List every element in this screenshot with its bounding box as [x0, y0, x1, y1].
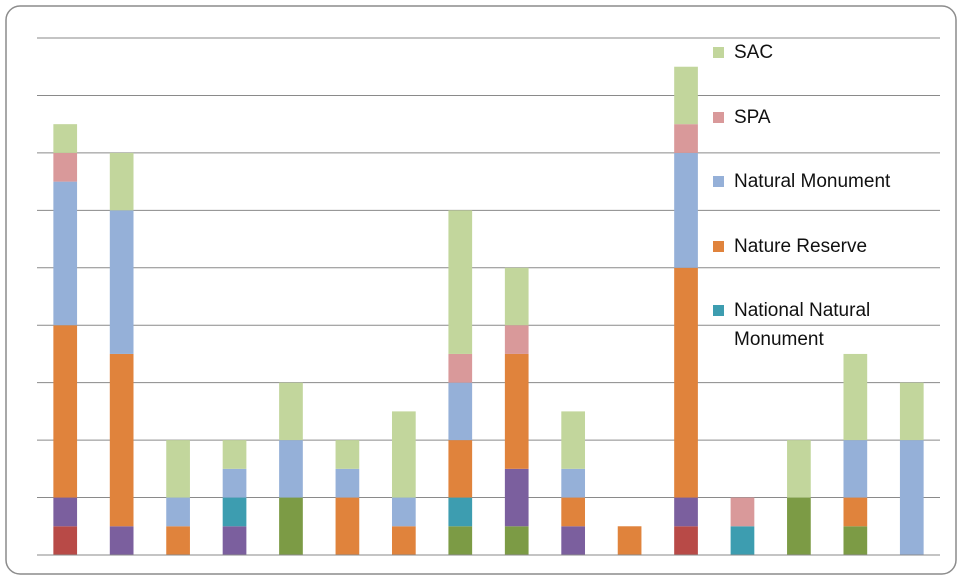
legend-label: Nature Reserve	[734, 235, 868, 257]
bar-segment	[53, 526, 78, 555]
bar-segment	[674, 66, 698, 125]
bar-segment	[109, 152, 134, 211]
bar-segment	[843, 353, 868, 441]
bar-segment	[279, 497, 303, 555]
bar-segment	[843, 440, 868, 498]
bar-segment	[109, 353, 134, 527]
legend-swatch	[713, 240, 724, 252]
bar-segment	[166, 440, 190, 498]
bar-segment	[391, 526, 416, 555]
bar-segment	[843, 497, 868, 527]
bar-segment	[504, 267, 529, 326]
bar-segment	[504, 353, 529, 469]
bar-segment	[222, 497, 247, 527]
bar-segment	[787, 440, 811, 498]
bar-segment	[730, 497, 755, 527]
bar-segment	[53, 497, 78, 527]
legend-item: National Natural Monument	[713, 296, 924, 354]
bar-segment	[222, 468, 247, 498]
bar-segment	[335, 468, 360, 498]
bar-segment	[730, 526, 755, 555]
bar-segment	[222, 526, 247, 555]
bar-segment	[843, 526, 868, 555]
legend-item: SPA	[713, 103, 771, 132]
bar-segment	[448, 353, 473, 383]
chart-frame	[5, 5, 957, 575]
legend-swatch	[713, 47, 724, 58]
bar-segment	[561, 497, 586, 527]
bar-segment	[504, 526, 529, 555]
bar-segment	[448, 526, 473, 555]
legend-label: SAC	[734, 42, 774, 63]
bar-segment	[617, 526, 642, 555]
legend-label: National Natural Monument	[734, 300, 871, 350]
bar-segment	[53, 325, 78, 498]
bar-segment	[335, 440, 360, 469]
bar-segment	[448, 497, 473, 527]
bar-segment	[674, 267, 698, 498]
legend-swatch	[713, 111, 724, 123]
bar-segment	[166, 526, 190, 555]
legend-item: Natural Monument	[713, 167, 890, 196]
bar-segment	[53, 124, 78, 153]
bar-segment	[561, 468, 586, 498]
bar-segment	[448, 210, 473, 354]
bar-segment	[674, 124, 698, 153]
bar-segment	[109, 210, 134, 354]
bar-segment	[391, 497, 416, 527]
bar-segment	[391, 411, 416, 498]
bar-segment	[561, 411, 586, 469]
bar-segment	[222, 440, 247, 469]
bar-segment	[448, 382, 473, 441]
bar-segment	[53, 152, 78, 182]
bar-segment	[561, 526, 586, 555]
bar-segment	[53, 181, 78, 326]
legend-label: Natural Monument	[734, 171, 891, 192]
bar-segment	[109, 526, 134, 555]
bar-segment	[674, 497, 698, 527]
bar-segment	[335, 497, 360, 555]
legend-item: Nature Reserve	[713, 232, 867, 261]
bar-segment	[504, 468, 529, 527]
bar-segment	[166, 497, 190, 527]
legend-label: SPA	[734, 106, 771, 128]
bar-segment	[504, 325, 529, 354]
bar-segment	[787, 497, 811, 555]
bar-segment	[448, 440, 473, 498]
bar-segment	[674, 526, 698, 555]
legend-item: SAC	[713, 38, 773, 67]
legend-swatch	[713, 176, 724, 187]
bar-segment	[674, 152, 698, 268]
bar-segment	[899, 440, 924, 555]
legend-swatch	[713, 305, 724, 316]
bar-segment	[899, 382, 924, 441]
bar-segment	[279, 440, 303, 498]
bar-segment	[279, 382, 303, 441]
